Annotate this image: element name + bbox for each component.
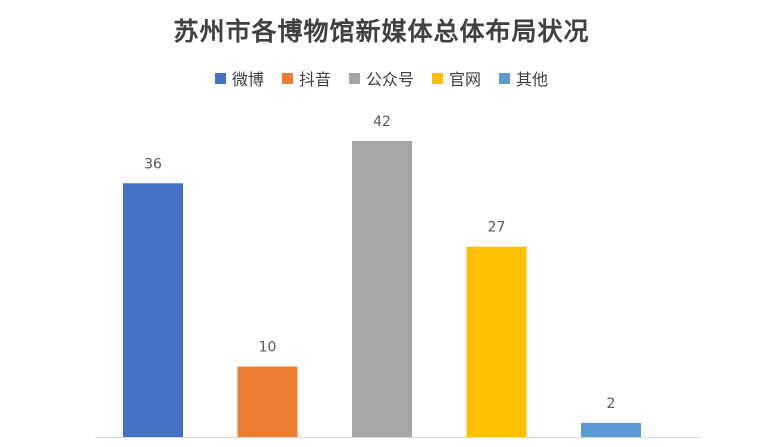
legend-item-gongzhonghao: 公众号 xyxy=(348,66,414,90)
bar-4 xyxy=(581,422,641,437)
bar-1 xyxy=(237,366,298,437)
legend-swatch-guanwang xyxy=(432,72,443,84)
legend-item-weibo: 微博 xyxy=(214,66,264,90)
chart-title: 苏州市各博物馆新媒体总体布局状况 xyxy=(173,17,590,46)
legend-swatch-douyin xyxy=(281,72,293,84)
data-label-1: 10 xyxy=(259,340,277,356)
legend-swatch-weibo xyxy=(214,72,226,84)
legend-swatch-gongzhonghao xyxy=(348,72,360,84)
bar-3 xyxy=(466,246,527,437)
legend-swatch-qita xyxy=(499,72,511,84)
data-label-3: 27 xyxy=(488,220,506,236)
chart-legend: 微博 抖音 公众号 官网 其他 xyxy=(0,66,763,90)
legend-label-gongzhonghao: 公众号 xyxy=(365,70,414,89)
data-label-4: 2 xyxy=(607,396,616,412)
legend-item-guanwang: 官网 xyxy=(432,66,481,90)
data-label-2: 42 xyxy=(373,114,391,130)
legend-label-guanwang: 官网 xyxy=(449,70,482,89)
legend-label-qita: 其他 xyxy=(516,70,549,89)
bar-2 xyxy=(352,141,412,437)
legend-label-weibo: 微博 xyxy=(231,70,264,89)
legend-item-qita: 其他 xyxy=(499,66,548,90)
data-label-0: 36 xyxy=(144,156,162,172)
legend-label-douyin: 抖音 xyxy=(298,70,331,89)
legend-item-douyin: 抖音 xyxy=(281,66,331,90)
bar-0 xyxy=(123,183,183,437)
